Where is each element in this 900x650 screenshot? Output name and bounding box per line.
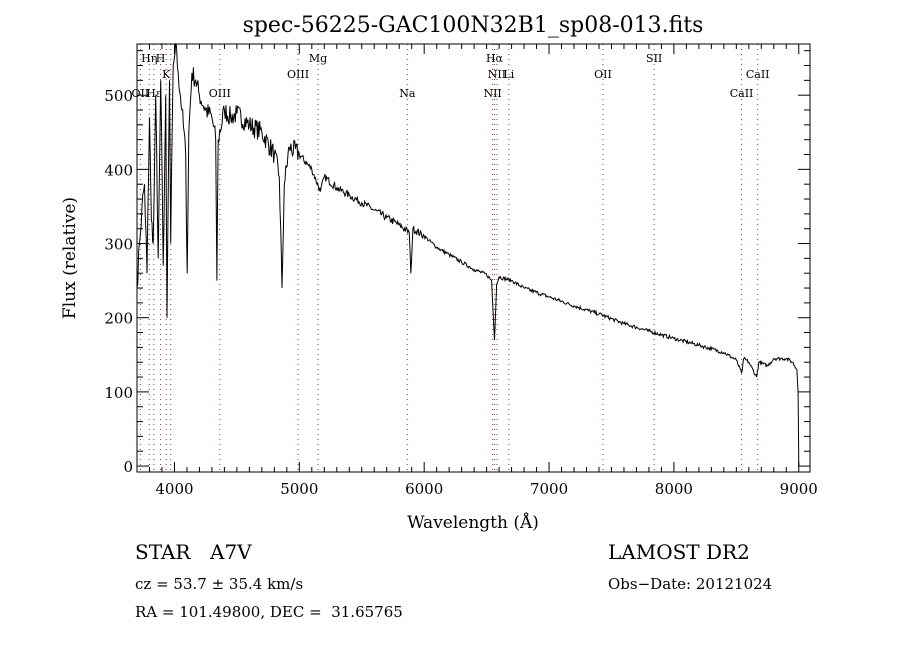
- line-label: CaII: [746, 68, 770, 81]
- line-label: OIII: [287, 68, 309, 81]
- line-label: OII: [132, 87, 150, 100]
- line-label: OIII: [209, 87, 231, 100]
- y-tick-label: 300: [104, 236, 133, 254]
- survey-name: LAMOST DR2: [608, 540, 750, 564]
- object-subclass: A7V: [210, 540, 252, 564]
- line-label: K: [162, 68, 171, 81]
- y-tick-label: 0: [123, 458, 133, 476]
- x-tick-label: 9000: [780, 480, 818, 498]
- line-label: Hα: [486, 52, 504, 65]
- x-tick-label: 6000: [405, 480, 443, 498]
- line-label: Mg: [309, 52, 327, 65]
- y-tick-label: 200: [104, 310, 133, 328]
- x-tick-label: 7000: [530, 480, 568, 498]
- axis-ticks: 4000 5000 6000 7000 8000 9000 0 100 200 300 400 500: [104, 44, 818, 498]
- y-tick-label: 400: [104, 161, 133, 179]
- spectrum-line: [136, 43, 800, 467]
- y-tick-label: 100: [104, 384, 133, 402]
- coordinates: RA = 101.49800, DEC = 31.65765: [135, 603, 403, 621]
- y-axis-label: Flux (relative): [60, 197, 80, 319]
- line-label: H: [156, 52, 166, 65]
- obs-date: Obs−Date: 20121024: [608, 575, 773, 593]
- plot-frame: [136, 43, 811, 473]
- x-axis-label: Wavelength (Å): [407, 512, 539, 533]
- chart-title: spec-56225-GAC100N32B1_sp08-013.fits: [243, 13, 704, 38]
- line-label: NII: [483, 87, 501, 100]
- object-class: STAR: [135, 540, 191, 564]
- line-label: Na: [399, 87, 416, 100]
- x-tick-label: 4000: [155, 480, 193, 498]
- x-tick-label: 8000: [655, 480, 693, 498]
- line-label: Hε: [146, 87, 162, 100]
- line-label: Hη: [141, 52, 157, 65]
- line-label: Li: [503, 68, 514, 81]
- line-label: NII: [488, 68, 506, 81]
- line-label: SII: [646, 52, 662, 65]
- line-label: OII: [594, 68, 612, 81]
- spectrum-series: [136, 43, 800, 467]
- redshift-text: cz = 53.7 ± 35.4 km/s: [135, 575, 304, 593]
- y-tick-label: 500: [104, 87, 133, 105]
- x-tick-label: 5000: [280, 480, 318, 498]
- line-label: CaII: [730, 87, 754, 100]
